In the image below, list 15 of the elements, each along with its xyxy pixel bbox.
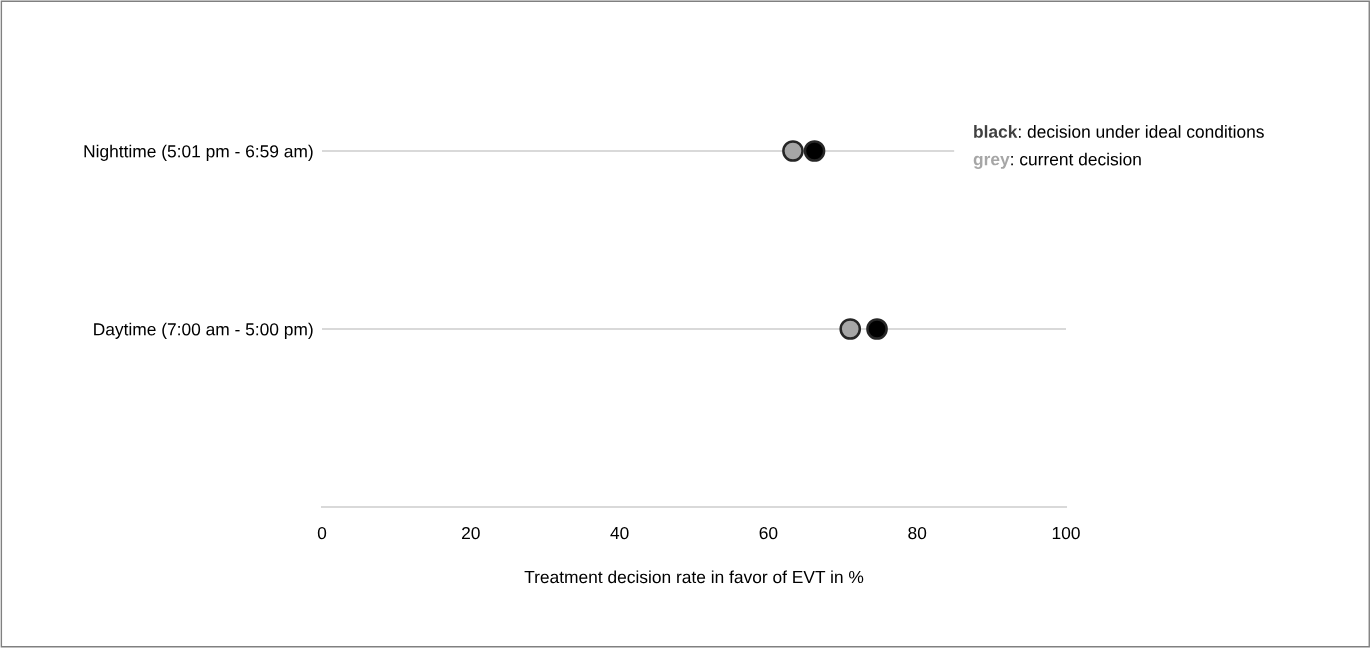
y-tick-label: Daytime (7:00 am - 5:00 pm) — [94, 322, 313, 339]
x-tick-label: 80 — [908, 526, 927, 540]
x-tick-label: 40 — [610, 526, 629, 540]
x-axis-title: Treatment decision rate in favor of EVT in % — [524, 570, 864, 584]
x-tick-label: 20 — [462, 526, 480, 540]
x-tick-label: 0 — [317, 526, 327, 540]
x-tick-label: 60 — [759, 526, 778, 540]
annotation: grey: current decision — [973, 152, 1141, 169]
point — [803, 140, 826, 162]
point — [782, 140, 804, 162]
annotation: black: decision under ideal conditions — [974, 125, 1264, 138]
y-tick-label: Nighttime (5:01 pm - 6:59 am) — [84, 144, 313, 161]
point — [866, 318, 888, 340]
x-tick-label: 100 — [1052, 526, 1080, 540]
point — [839, 318, 862, 340]
